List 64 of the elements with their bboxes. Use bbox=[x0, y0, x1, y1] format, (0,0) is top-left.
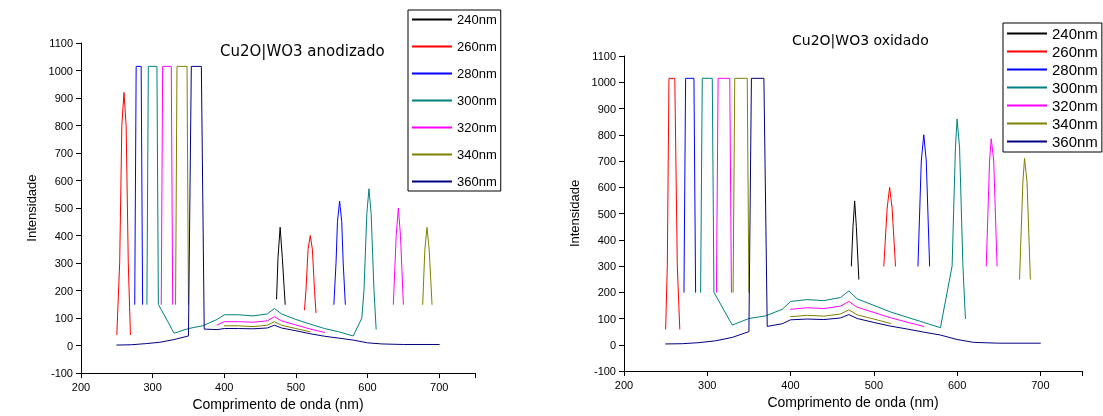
line-series bbox=[146, 65, 377, 337]
x-tick-label: 700 bbox=[430, 380, 449, 393]
chart-title: Cu2O|WO3 oxidado bbox=[792, 32, 929, 49]
y-tick-label: -100 bbox=[593, 365, 616, 377]
legend-label: 280nm bbox=[457, 66, 497, 81]
line-series bbox=[700, 77, 966, 329]
x-axis-title: Comprimento de onda (nm) bbox=[192, 396, 364, 412]
x-tick-label: 400 bbox=[781, 378, 800, 391]
y-tick-label: 500 bbox=[597, 207, 616, 220]
legend-label: 260nm bbox=[1052, 43, 1098, 60]
line-series bbox=[850, 200, 860, 280]
line-series bbox=[665, 77, 1041, 345]
x-tick-label: 200 bbox=[614, 378, 634, 391]
legend-label: 320nm bbox=[1052, 97, 1098, 114]
y-tick-label: 200 bbox=[597, 286, 616, 299]
y-tick-label: 300 bbox=[54, 257, 73, 270]
x-tick-label: 700 bbox=[1031, 378, 1050, 391]
x-tick-label: 200 bbox=[71, 380, 91, 393]
x-tick-label: 300 bbox=[143, 380, 162, 393]
x-tick-label: 500 bbox=[864, 378, 883, 391]
legend-label: 280nm bbox=[1052, 61, 1098, 78]
y-tick-label: 0 bbox=[66, 339, 73, 352]
y-tick-label: 1100 bbox=[49, 37, 73, 49]
legend-label: 320nm bbox=[457, 120, 497, 135]
legend-label: 300nm bbox=[457, 93, 497, 108]
line-series bbox=[276, 226, 286, 305]
legend-label: 360nm bbox=[1052, 133, 1098, 150]
y-tick-label: 400 bbox=[54, 229, 73, 242]
y-tick-label: 600 bbox=[597, 181, 616, 194]
y-tick-label: 1100 bbox=[592, 50, 616, 62]
y-tick-label: 1000 bbox=[591, 76, 616, 89]
x-tick-label: 500 bbox=[286, 380, 306, 393]
x-tick-label: 600 bbox=[947, 378, 967, 391]
y-tick-label: 700 bbox=[597, 155, 616, 167]
y-axis-title: Intensidade bbox=[23, 174, 39, 242]
y-tick-label: 0 bbox=[609, 338, 616, 351]
legend-label: 260nm bbox=[457, 39, 497, 54]
y-tick-label: 900 bbox=[597, 102, 616, 115]
y-tick-label: -100 bbox=[50, 367, 73, 380]
chart-title: Cu2O|WO3 anodizado bbox=[220, 41, 385, 60]
y-tick-label: 400 bbox=[597, 233, 616, 246]
x-tick-label: 400 bbox=[215, 380, 234, 393]
legend-label: 340nm bbox=[1052, 115, 1098, 132]
legend-label: 340nm bbox=[457, 147, 497, 162]
y-tick-label: 100 bbox=[597, 312, 616, 325]
y-tick-label: 800 bbox=[597, 128, 616, 141]
y-tick-label: 800 bbox=[54, 119, 73, 132]
y-tick-label: 300 bbox=[597, 260, 616, 272]
y-tick-label: 600 bbox=[54, 174, 73, 187]
y-tick-label: 100 bbox=[54, 312, 73, 325]
legend-label: 360nm bbox=[457, 174, 497, 189]
y-tick-label: 700 bbox=[54, 147, 73, 160]
x-tick-label: 300 bbox=[698, 378, 717, 391]
y-tick-label: 500 bbox=[54, 202, 73, 215]
legend-label: 240nm bbox=[1052, 25, 1098, 42]
y-tick-label: 900 bbox=[54, 92, 73, 105]
line-series bbox=[116, 65, 440, 346]
y-tick-label: 1000 bbox=[48, 64, 73, 77]
legend-label: 240nm bbox=[457, 12, 497, 27]
y-axis-title: Intensidade bbox=[566, 179, 582, 248]
y-tick-label: 200 bbox=[54, 284, 73, 297]
x-tick-label: 600 bbox=[358, 380, 377, 393]
x-axis-title: Comprimento de onda (nm) bbox=[767, 393, 939, 410]
legend-label: 300nm bbox=[1052, 79, 1098, 96]
